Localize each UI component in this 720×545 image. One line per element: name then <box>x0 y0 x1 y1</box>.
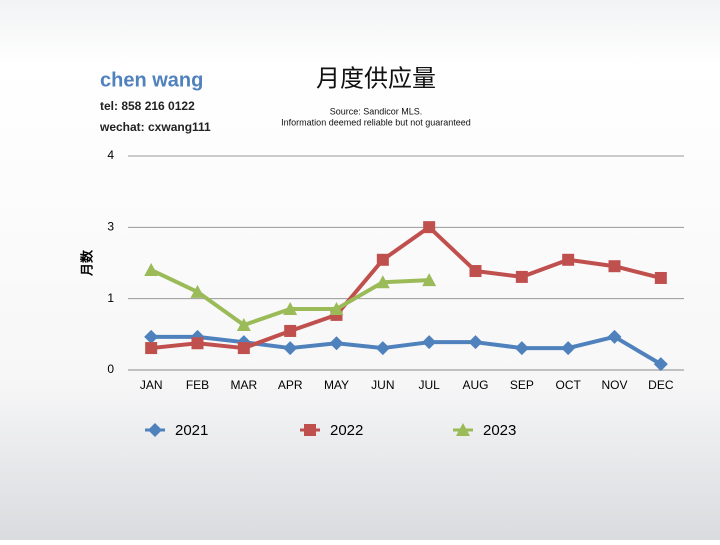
legend-label: 2022 <box>330 422 363 439</box>
data-point <box>237 342 250 355</box>
x-tick-label: JUN <box>371 378 394 392</box>
series-line <box>151 334 662 366</box>
data-point <box>608 260 621 273</box>
x-tick-label: SEP <box>510 378 534 392</box>
data-point <box>191 337 204 350</box>
legend-marker <box>456 423 470 436</box>
x-tick-label: NOV <box>601 378 627 392</box>
data-point <box>607 329 622 344</box>
data-point <box>329 302 344 316</box>
data-point <box>284 324 297 337</box>
legend-label: 2023 <box>483 422 516 439</box>
x-tick-label: MAR <box>230 378 257 392</box>
data-point <box>376 253 389 266</box>
contact-wechat: wechat: cxwang111 <box>99 120 211 134</box>
y-tick-label: 4 <box>107 148 114 162</box>
x-tick-label: OCT <box>555 378 581 392</box>
data-point <box>469 265 482 278</box>
chart-title: 月度供应量 <box>316 65 436 92</box>
legend-label: 2021 <box>175 422 208 439</box>
y-tick-label: 3 <box>107 219 114 233</box>
data-point <box>283 341 298 356</box>
data-point <box>329 336 344 351</box>
data-point <box>145 342 158 355</box>
x-tick-label: APR <box>278 378 303 392</box>
x-tick-label: DEC <box>648 378 674 392</box>
chart-subtitle: Information deemed reliable but not guar… <box>281 117 471 127</box>
contact-name: chen wang <box>100 69 203 91</box>
y-tick-label: 0 <box>107 362 114 376</box>
series-line <box>150 225 662 351</box>
data-point <box>375 275 390 289</box>
data-point <box>468 335 483 350</box>
data-point <box>515 270 528 283</box>
x-tick-label: JAN <box>140 378 163 392</box>
data-point <box>422 273 437 287</box>
y-tick-label: 1 <box>107 291 114 305</box>
data-point <box>190 284 205 298</box>
data-point <box>561 341 576 356</box>
data-point <box>144 262 159 276</box>
data-point <box>236 318 251 332</box>
data-point <box>653 357 668 372</box>
x-tick-label: MAY <box>324 378 349 392</box>
data-point <box>375 341 390 356</box>
contact-tel: tel: 858 216 0122 <box>100 99 195 113</box>
data-point <box>144 329 159 344</box>
x-tick-label: FEB <box>186 378 209 392</box>
legend-marker <box>304 424 316 436</box>
legend-marker <box>148 423 162 437</box>
x-tick-label: AUG <box>462 378 488 392</box>
data-point <box>283 302 298 316</box>
chart-subtitle: Source: Sandicor MLS. <box>330 106 423 116</box>
data-point <box>422 335 437 350</box>
data-point <box>514 341 529 356</box>
data-point <box>562 253 575 266</box>
data-point <box>654 271 667 284</box>
y-axis-label: 月数 <box>79 249 94 277</box>
x-tick-label: JUL <box>418 378 440 392</box>
data-point <box>423 221 436 234</box>
